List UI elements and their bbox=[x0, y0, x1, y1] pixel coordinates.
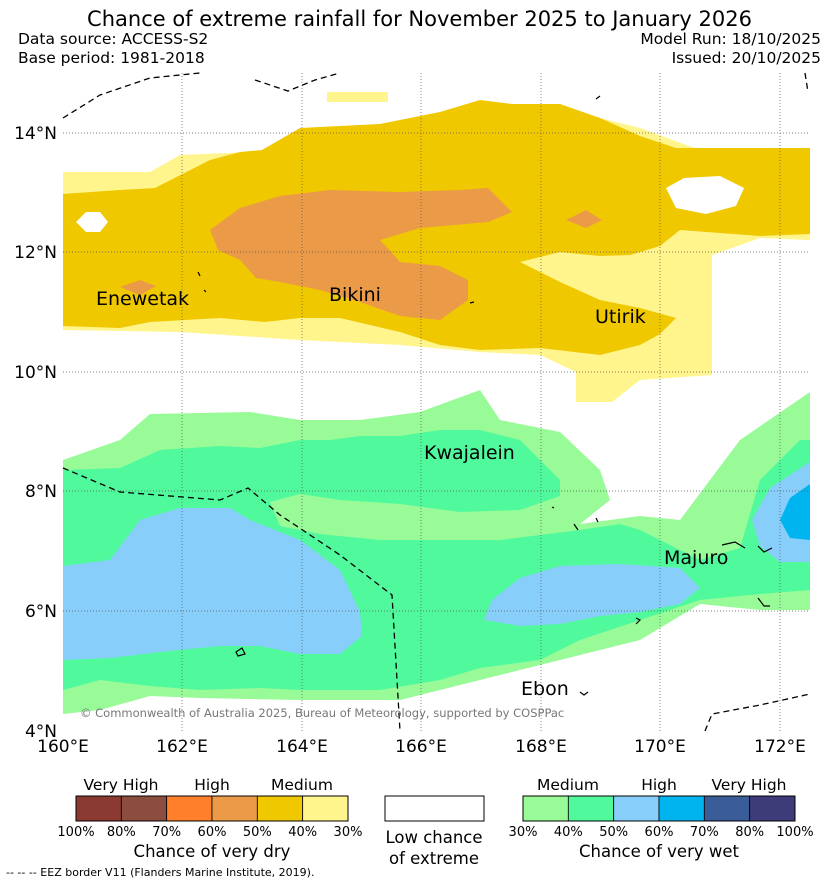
wet-tick: 30% bbox=[509, 825, 538, 840]
dry-legend: Very High High Medium 100% 80% 70% 60% 50% 40… bbox=[57, 776, 362, 861]
lat-tick: 8°N bbox=[25, 482, 57, 502]
copyright-notice: © Commonwealth of Australia 2025, Bureau… bbox=[80, 706, 564, 720]
header-right: Model Run: 18/10/2025 Issued: 20/10/2025 bbox=[640, 30, 821, 68]
dry-swatch bbox=[302, 795, 349, 822]
dry-40pct-patch bbox=[327, 92, 388, 102]
wet-60pct-region bbox=[780, 484, 810, 540]
issued-date: Issued: 20/10/2025 bbox=[671, 49, 821, 67]
wet-tick: 100% bbox=[776, 825, 813, 840]
dry-tick: 100% bbox=[57, 825, 94, 840]
wet-swatch bbox=[522, 795, 569, 822]
dry-tick: 80% bbox=[107, 825, 136, 840]
dry-swatch bbox=[75, 795, 122, 822]
eez-footnote: -- -- -- EEZ border V11 (Flanders Marine… bbox=[6, 866, 315, 879]
low-chance-swatch bbox=[384, 795, 485, 822]
lon-tick: 166°E bbox=[395, 737, 447, 757]
data-source: Data source: ACCESS-S2 bbox=[18, 30, 209, 48]
lon-tick: 168°E bbox=[515, 737, 567, 757]
place-kwajalein: Kwajalein bbox=[424, 442, 515, 464]
low-chance-line1: Low chance bbox=[385, 828, 482, 847]
model-run: Model Run: 18/10/2025 bbox=[640, 30, 821, 48]
wet-50pct-region bbox=[484, 564, 700, 626]
dry-label-high: High bbox=[194, 776, 230, 794]
dry-tick: 30% bbox=[334, 825, 363, 840]
place-utirik: Utirik bbox=[595, 306, 646, 328]
wet-tick: 60% bbox=[645, 825, 674, 840]
wet-label-medium: Medium bbox=[537, 776, 599, 794]
place-enewetak: Enewetak bbox=[96, 288, 189, 310]
lat-tick: 14°N bbox=[14, 124, 57, 144]
wet-label-very-high: Very High bbox=[711, 776, 786, 794]
header-left: Data source: ACCESS-S2 Base period: 1981… bbox=[18, 30, 208, 68]
dry-tick-labels: 100% 80% 70% 60% 50% 40% 30% bbox=[57, 825, 362, 840]
dry-tick: 60% bbox=[198, 825, 227, 840]
atoll-outlines bbox=[197, 95, 773, 696]
no-signal-hole bbox=[666, 176, 744, 214]
place-bikini: Bikini bbox=[329, 284, 381, 306]
dry-60pct-patch bbox=[566, 210, 602, 228]
wet-legend-title: Chance of very wet bbox=[579, 842, 740, 861]
dry-swatch bbox=[166, 795, 213, 822]
base-period: Base period: 1981-2018 bbox=[18, 49, 205, 67]
dry-60pct-region bbox=[210, 188, 512, 320]
lat-tick: 4°N bbox=[25, 722, 57, 742]
wet-tick: 80% bbox=[735, 825, 764, 840]
lon-tick: 162°E bbox=[156, 737, 208, 757]
dry-50pct-region bbox=[63, 100, 810, 355]
wet-swatch bbox=[658, 795, 705, 822]
dry-legend-title: Chance of very dry bbox=[134, 842, 291, 861]
dry-60pct-patch bbox=[120, 280, 156, 295]
wet-swatch bbox=[703, 795, 751, 822]
wet-swatch bbox=[567, 795, 615, 822]
dry-label-medium: Medium bbox=[271, 776, 333, 794]
latitude-ticks: 14°N 12°N 10°N 8°N 6°N 4°N bbox=[14, 124, 57, 742]
lon-tick: 170°E bbox=[634, 737, 686, 757]
wet-tick: 40% bbox=[554, 825, 583, 840]
wet-tick: 50% bbox=[599, 825, 628, 840]
dry-swatch bbox=[211, 795, 258, 822]
dry-swatch bbox=[120, 795, 168, 822]
wet-swatch bbox=[613, 795, 660, 822]
lon-tick: 160°E bbox=[37, 737, 89, 757]
dry-colorbar bbox=[75, 795, 349, 822]
dry-tick: 40% bbox=[288, 825, 317, 840]
wet-tick-labels: 30% 40% 50% 60% 70% 80% 100% bbox=[509, 825, 814, 840]
dry-tick: 70% bbox=[152, 825, 181, 840]
map-plot-area bbox=[63, 92, 810, 714]
lat-tick: 12°N bbox=[14, 243, 57, 263]
dry-tick: 50% bbox=[243, 825, 272, 840]
dry-label-very-high: Very High bbox=[83, 776, 158, 794]
wet-legend: Medium High Very High 30% 40% 50% 60% 70% 80%… bbox=[509, 776, 814, 861]
wet-label-high: High bbox=[641, 776, 677, 794]
longitude-ticks: 160°E 162°E 164°E 166°E 168°E 170°E 172°… bbox=[37, 737, 806, 757]
no-signal-hole bbox=[76, 212, 108, 232]
lon-tick: 172°E bbox=[754, 737, 806, 757]
dry-swatch bbox=[256, 795, 304, 822]
lat-tick: 10°N bbox=[14, 363, 57, 383]
wet-50pct-region bbox=[63, 508, 362, 660]
low-chance-legend: Low chance of extreme bbox=[384, 795, 485, 868]
map-title: Chance of extreme rainfall for November … bbox=[87, 7, 752, 31]
place-ebon: Ebon bbox=[521, 678, 569, 700]
wet-colorbar bbox=[522, 795, 796, 822]
lat-tick: 6°N bbox=[25, 602, 57, 622]
wet-tick: 70% bbox=[690, 825, 719, 840]
eez-border bbox=[62, 72, 811, 732]
low-chance-line2: of extreme bbox=[389, 849, 479, 868]
wet-swatch bbox=[749, 795, 796, 822]
lon-tick: 164°E bbox=[276, 737, 328, 757]
place-majuro: Majuro bbox=[664, 547, 728, 569]
